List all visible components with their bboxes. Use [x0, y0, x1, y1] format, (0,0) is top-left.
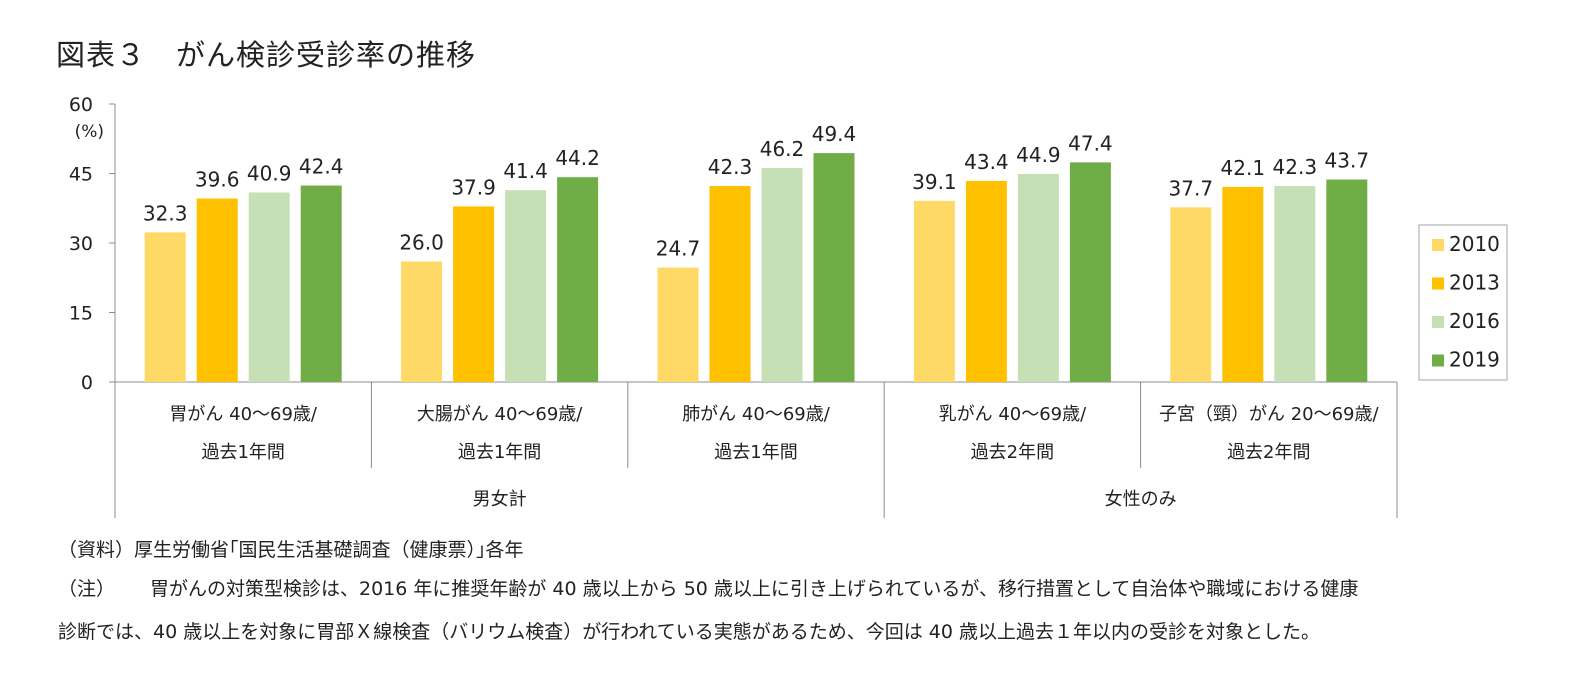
data-label: 44.2	[555, 146, 600, 170]
footnote-text-1: 胃がんの対策型検診は、2016 年に推奨年齢が 40 歳以上から 50 歳以上に…	[150, 578, 1359, 600]
legend-label: 2013	[1449, 271, 1500, 295]
bar	[144, 232, 186, 382]
data-label: 40.9	[247, 161, 292, 185]
bar	[557, 177, 599, 382]
bar	[196, 198, 238, 382]
bar	[1274, 186, 1316, 382]
x-category-label: 大腸がん 40～69歳/	[417, 404, 584, 425]
bar	[1017, 173, 1059, 382]
bar	[1170, 207, 1212, 382]
bar	[965, 180, 1007, 382]
data-label: 42.3	[708, 155, 753, 179]
data-label: 39.6	[195, 168, 240, 192]
data-label: 37.9	[451, 175, 496, 199]
legend-label: 2019	[1449, 348, 1500, 372]
y-tick-label: 30	[69, 233, 93, 255]
data-label: 41.4	[503, 159, 548, 183]
x-axis-categories: 胃がん 40～69歳/過去1年間 大腸がん 40～69歳/過去1年間 肺がん 40～…	[169, 404, 1379, 510]
x-group-label: 男女計	[473, 489, 527, 510]
bar	[761, 167, 803, 382]
bar-chart: 0 15 30 45 60 (%) 32.3 39.6 40.9 42.4 26.0 37.9 41.…	[69, 94, 1508, 518]
data-label: 43.7	[1325, 149, 1370, 173]
source-note: （資料）厚生労働省｢国民生活基礎調査（健康票）｣各年	[58, 539, 524, 561]
x-category-label: 胃がん 40～69歳/	[169, 404, 318, 425]
data-label: 43.4	[964, 150, 1009, 174]
footnote-line-2: 診断では、40 歳以上を対象に胃部Ｘ線検査（バリウム検査）が行われている実態があ…	[58, 621, 1320, 643]
data-label: 39.1	[912, 170, 957, 194]
bar	[913, 200, 955, 382]
bar	[401, 261, 443, 382]
data-label: 47.4	[1068, 131, 1113, 155]
y-tick-label: 60	[69, 94, 93, 116]
chart-title: 図表３ がん検診受診率の推移	[56, 38, 477, 72]
footnote-label: （注）	[58, 578, 116, 600]
y-tick-label: 45	[69, 164, 93, 186]
x-group-label: 女性のみ	[1105, 489, 1177, 510]
bar	[813, 153, 855, 382]
x-category-label: 肺がん 40～69歳/	[682, 404, 831, 425]
bar	[1069, 162, 1111, 382]
x-category-label: 過去1年間	[458, 442, 541, 463]
x-category-label: 過去1年間	[714, 442, 797, 463]
data-label: 46.2	[760, 137, 805, 161]
footnote-line-1: （注） 胃がんの対策型検診は、2016 年に推奨年齢が 40 歳以上から 50 歳…	[58, 574, 1358, 601]
bar	[505, 190, 547, 382]
x-category-label: 過去2年間	[971, 442, 1054, 463]
chart-axes: 0 15 30 45 60 (%)	[69, 94, 1398, 518]
bar	[1222, 186, 1264, 382]
bar	[1326, 179, 1368, 382]
chart-legend: 2010 2013 2016 2019	[1418, 224, 1508, 381]
y-unit-label: (%)	[75, 122, 104, 142]
data-labels: 32.3 39.6 40.9 42.4 26.0 37.9 41.4 44.2 24.7 42.3…	[143, 122, 1369, 260]
y-tick-label: 0	[81, 372, 93, 394]
data-label: 26.0	[399, 231, 444, 255]
legend-swatch	[1432, 354, 1444, 367]
legend-swatch	[1432, 316, 1444, 328]
x-category-label: 過去2年間	[1227, 442, 1310, 463]
data-label: 37.7	[1169, 176, 1214, 200]
data-label: 44.9	[1016, 143, 1061, 167]
bar	[248, 192, 290, 382]
legend-swatch	[1432, 239, 1444, 251]
x-category-label: 子宮（頸）がん 20～69歳/	[1159, 404, 1380, 425]
bar	[453, 206, 495, 382]
bar	[709, 186, 751, 382]
legend-swatch	[1432, 277, 1444, 290]
x-category-label: 乳がん 40～69歳/	[939, 404, 1088, 425]
legend-label: 2016	[1449, 309, 1500, 333]
y-tick-label: 15	[69, 303, 93, 325]
x-category-label: 過去1年間	[201, 442, 284, 463]
data-label: 32.3	[143, 201, 188, 225]
data-label: 42.1	[1221, 156, 1266, 180]
data-label: 42.3	[1273, 155, 1318, 179]
legend-label: 2010	[1449, 232, 1500, 256]
data-label: 42.4	[299, 155, 344, 179]
data-label: 24.7	[656, 237, 701, 261]
data-label: 49.4	[812, 122, 857, 146]
bar	[300, 185, 342, 382]
chart-bars	[144, 153, 1368, 382]
bar	[657, 267, 699, 382]
